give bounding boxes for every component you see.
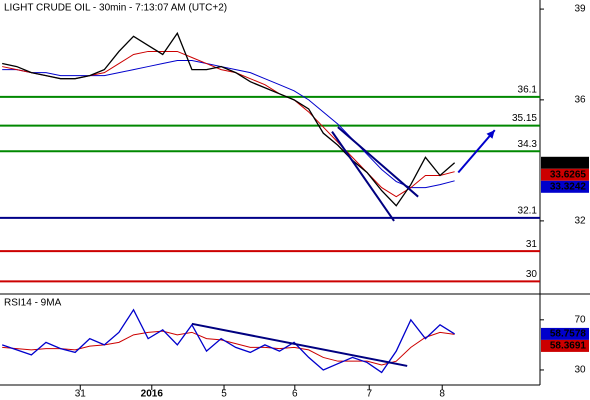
price-tag-label: 33.92 [561, 157, 586, 168]
y-tick-label: 39 [574, 4, 586, 15]
series-line [2, 60, 455, 189]
series-line [1, 308, 455, 374]
price-tag-label: 58.3691 [550, 341, 587, 352]
price-tag-label: 58.7578 [550, 329, 587, 340]
price-tag [541, 168, 589, 181]
arrow-head [486, 130, 495, 139]
trendline [337, 126, 419, 198]
price-tag [541, 156, 589, 169]
trendline [331, 131, 395, 222]
x-tick-label: 7 [366, 389, 372, 400]
y-tick-label: 70 [574, 314, 586, 325]
level-label: 34.3 [518, 139, 538, 150]
price-tag-label: 33.3242 [550, 181, 587, 192]
series-line [2, 31, 456, 207]
x-tick-label: 31 [75, 389, 87, 400]
y-tick-label: 32 [574, 216, 586, 227]
x-tick-label: 6 [292, 389, 298, 400]
trendline [191, 322, 408, 367]
level-label: 36.1 [518, 84, 538, 95]
x-tick-label: 5 [221, 389, 227, 400]
y-tick-label: 30 [574, 365, 586, 376]
price-tag [541, 327, 589, 340]
level-label: 35.15 [512, 113, 537, 124]
price-tag [541, 180, 589, 193]
price-tag [541, 339, 589, 352]
chart-title: LIGHT CRUDE OIL - 30min - 7:13:07 AM (UT… [4, 3, 227, 14]
level-label: 32.1 [518, 206, 538, 217]
x-tick-label: 2016 [141, 389, 164, 400]
level-label: 31 [526, 239, 538, 250]
level-label: 30 [526, 269, 538, 280]
panel-title: RSI14 - 9MA [4, 298, 62, 309]
price-tag-label: 33.6265 [550, 169, 587, 180]
x-tick-label: 8 [439, 389, 445, 400]
trendline [457, 129, 496, 174]
y-tick-label: 36 [574, 94, 586, 105]
